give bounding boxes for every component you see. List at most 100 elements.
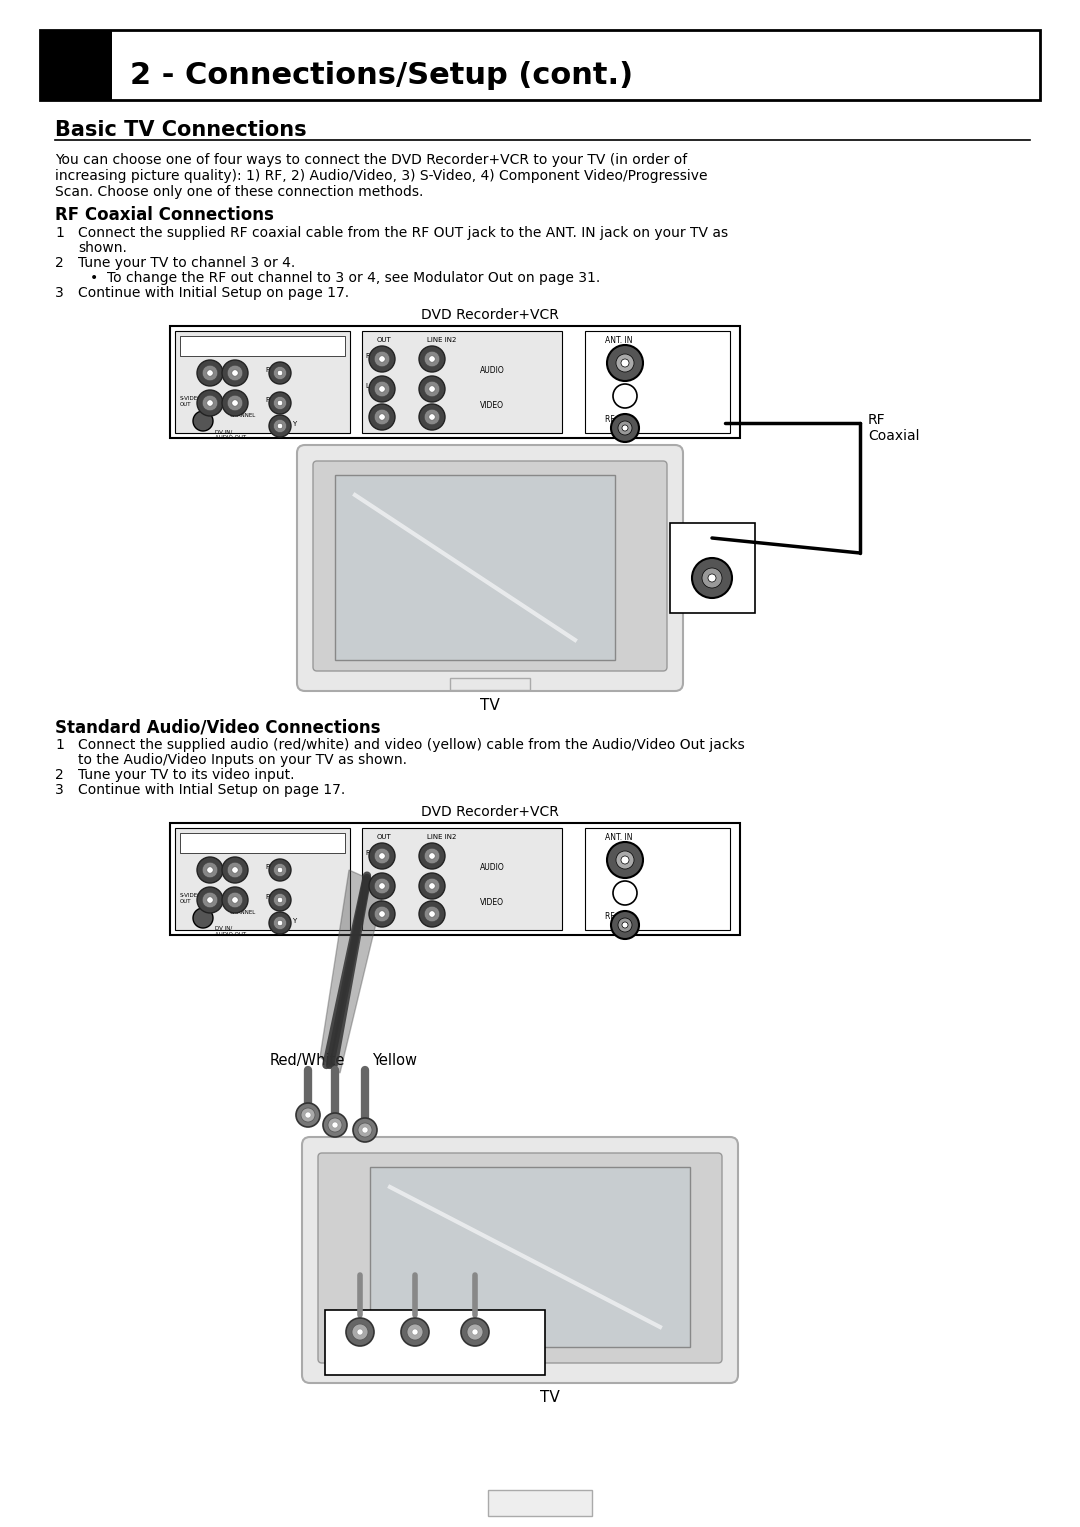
- Circle shape: [222, 360, 248, 386]
- Circle shape: [273, 863, 286, 876]
- Circle shape: [206, 896, 213, 904]
- Circle shape: [708, 574, 716, 582]
- Circle shape: [616, 851, 634, 869]
- Circle shape: [424, 409, 440, 425]
- Text: COMPONENT OUT: COMPONENT OUT: [249, 844, 298, 849]
- Text: Pb: Pb: [265, 893, 273, 899]
- Bar: [585, 828, 730, 930]
- Circle shape: [618, 421, 632, 435]
- Circle shape: [278, 400, 283, 406]
- Circle shape: [273, 916, 286, 930]
- Circle shape: [613, 881, 637, 906]
- Circle shape: [206, 867, 213, 873]
- Circle shape: [197, 389, 222, 415]
- FancyBboxPatch shape: [302, 1138, 738, 1383]
- Circle shape: [424, 906, 440, 922]
- Bar: [175, 828, 350, 930]
- Text: S-VIDEO
OUT: S-VIDEO OUT: [180, 893, 202, 904]
- Circle shape: [278, 423, 283, 429]
- Circle shape: [419, 873, 445, 899]
- Circle shape: [411, 1328, 418, 1335]
- Text: to the Audio/Video Inputs on your TV as shown.: to the Audio/Video Inputs on your TV as …: [78, 753, 407, 767]
- Circle shape: [424, 382, 440, 397]
- Circle shape: [424, 878, 440, 893]
- Circle shape: [202, 395, 218, 411]
- Bar: [180, 336, 345, 356]
- Circle shape: [419, 843, 445, 869]
- Bar: [40, 31, 1040, 99]
- Circle shape: [419, 901, 445, 927]
- Text: 2: 2: [55, 768, 64, 782]
- Circle shape: [692, 557, 732, 599]
- Circle shape: [369, 901, 395, 927]
- Circle shape: [374, 351, 390, 366]
- Polygon shape: [320, 870, 384, 1073]
- Bar: [585, 331, 730, 434]
- Text: shown.: shown.: [78, 241, 126, 255]
- Circle shape: [269, 362, 291, 383]
- Circle shape: [227, 892, 243, 907]
- Text: Yellow: Yellow: [372, 1054, 417, 1067]
- Text: AUDIO: AUDIO: [480, 863, 504, 872]
- Circle shape: [222, 857, 248, 883]
- Circle shape: [273, 366, 286, 380]
- Text: Tune your TV to channel 3 or 4.: Tune your TV to channel 3 or 4.: [78, 257, 295, 270]
- Circle shape: [232, 370, 239, 376]
- Circle shape: [278, 867, 283, 873]
- Text: AUDIO IN: AUDIO IN: [345, 1354, 384, 1364]
- Circle shape: [369, 376, 395, 402]
- Text: AUDIO OUT: AUDIO OUT: [195, 347, 226, 353]
- Circle shape: [369, 843, 395, 869]
- Bar: [170, 325, 740, 438]
- Circle shape: [379, 883, 386, 889]
- Bar: [40, 31, 112, 99]
- Text: 2 - Connections/Setup (cont.): 2 - Connections/Setup (cont.): [130, 61, 633, 90]
- FancyBboxPatch shape: [318, 1153, 723, 1364]
- Circle shape: [232, 896, 239, 904]
- Circle shape: [616, 354, 634, 373]
- Text: Scan. Choose only one of these connection methods.: Scan. Choose only one of these connectio…: [55, 185, 423, 199]
- Circle shape: [607, 345, 643, 382]
- Circle shape: [352, 1324, 368, 1341]
- Text: 3: 3: [55, 783, 64, 797]
- Circle shape: [379, 356, 386, 362]
- Circle shape: [429, 414, 435, 420]
- Circle shape: [407, 1324, 423, 1341]
- Circle shape: [401, 1318, 429, 1345]
- Circle shape: [222, 887, 248, 913]
- Circle shape: [472, 1328, 478, 1335]
- Circle shape: [618, 918, 632, 931]
- Text: DV IN/
AUDIO OUT: DV IN/ AUDIO OUT: [215, 429, 246, 440]
- Circle shape: [273, 420, 286, 432]
- Circle shape: [353, 1118, 377, 1142]
- Circle shape: [202, 365, 218, 380]
- Text: R: R: [365, 353, 369, 359]
- Text: Y: Y: [292, 421, 296, 428]
- Text: ANT. IN: ANT. IN: [605, 834, 633, 841]
- Text: AUDIO: AUDIO: [480, 366, 504, 376]
- Circle shape: [197, 360, 222, 386]
- Circle shape: [346, 1318, 374, 1345]
- Text: CHANNEL: CHANNEL: [230, 910, 256, 915]
- Circle shape: [369, 347, 395, 373]
- Text: DVD & VCR OUT: DVD & VCR OUT: [183, 834, 234, 838]
- Circle shape: [332, 1122, 338, 1128]
- Circle shape: [621, 857, 629, 864]
- Circle shape: [323, 1113, 347, 1138]
- Text: R: R: [365, 851, 369, 857]
- Text: RF Coaxial Connections: RF Coaxial Connections: [55, 206, 274, 224]
- Circle shape: [424, 847, 440, 864]
- Circle shape: [296, 1102, 320, 1127]
- Text: DVD & VCR OUT: DVD & VCR OUT: [183, 337, 234, 342]
- Bar: [175, 331, 350, 434]
- Bar: [370, 1167, 690, 1347]
- Circle shape: [206, 370, 213, 376]
- Circle shape: [369, 873, 395, 899]
- Text: RF OUT: RF OUT: [605, 415, 633, 425]
- Text: 2: 2: [55, 257, 64, 270]
- Text: CHANNEL: CHANNEL: [230, 412, 256, 418]
- Circle shape: [232, 400, 239, 406]
- Circle shape: [429, 852, 435, 860]
- Text: Tune your TV to its video input.: Tune your TV to its video input.: [78, 768, 295, 782]
- Text: Standard Audio/Video Connections: Standard Audio/Video Connections: [55, 718, 380, 736]
